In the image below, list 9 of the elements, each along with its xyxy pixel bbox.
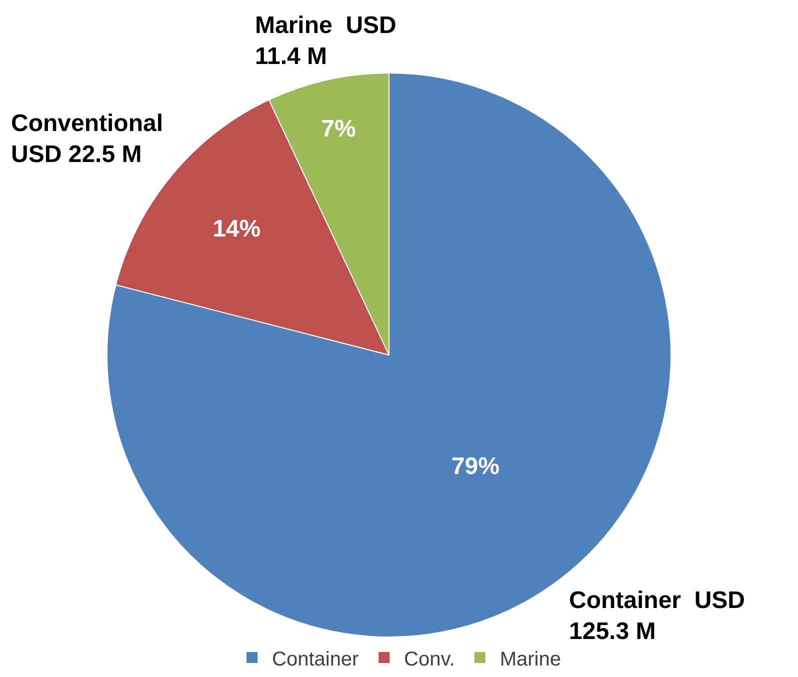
text: Container USD 125.3 M [569,587,746,646]
legend-label: Container [272,648,360,670]
data-label: 7% [321,116,356,143]
data-label: 79% [451,452,500,480]
legend-label: Conv. [404,648,455,670]
text: Marine USD 11.4 M [255,12,396,70]
legend-label: Marine [500,648,561,670]
text: Conventional USD 22.5 M [11,110,164,168]
data-label: 14% [212,215,261,242]
